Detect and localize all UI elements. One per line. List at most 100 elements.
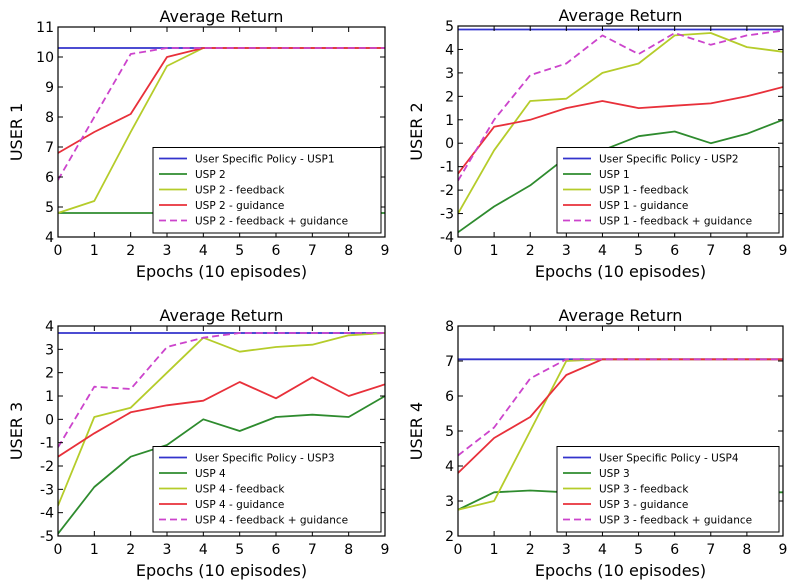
x-tick-label: 5 <box>235 542 244 558</box>
series-line-3 <box>458 32 783 215</box>
x-tick-label: 9 <box>779 243 788 259</box>
legend-entry-4: USP 3 - guidance <box>599 499 688 511</box>
x-tick-label: 0 <box>454 243 463 259</box>
y-tick-label: 3 <box>45 342 54 358</box>
series-line-5 <box>458 29 783 182</box>
legend-entry-1: User Specific Policy - USP2 <box>599 154 739 166</box>
x-tick-label: 8 <box>742 542 751 558</box>
x-axis-label: Epochs (10 episodes) <box>535 561 706 580</box>
x-tick-label: 2 <box>126 542 135 558</box>
legend-entry-3: USP 1 - feedback <box>599 185 689 197</box>
x-tick-label: 3 <box>163 542 172 558</box>
x-tick-label: 4 <box>199 243 208 259</box>
x-axis-label: Epochs (10 episodes) <box>136 561 307 580</box>
series-line-4 <box>458 86 783 175</box>
y-tick-label: 5 <box>445 424 454 440</box>
series-line-5 <box>58 332 385 448</box>
series-line-5 <box>458 358 783 457</box>
y-tick-label: 8 <box>445 319 454 335</box>
y-tick-label: -3 <box>40 482 54 498</box>
x-axis-label: Epochs (10 episodes) <box>535 262 706 281</box>
y-tick-label: 3 <box>445 494 454 510</box>
x-tick-label: 9 <box>381 243 390 259</box>
y-tick-label: 6 <box>445 389 454 405</box>
legend-entry-4: USP 2 - guidance <box>195 200 284 212</box>
chart-panel-4: 0 1 2 3 4 5 6 7 8 9 2 3 4 5 6 7 8 Average Return Epochs (1… <box>407 306 787 580</box>
chart-title: Average Return <box>559 6 683 25</box>
chart-panel-1: 0 1 2 3 4 5 6 7 8 9 4 5 6 7 8 9 10 11 Average Return Epochs… <box>7 7 389 281</box>
y-tick-label: 8 <box>45 110 54 126</box>
y-tick-label: -2 <box>440 183 454 199</box>
x-tick-label: 3 <box>562 542 571 558</box>
y-tick-label: 2 <box>45 366 54 382</box>
x-tick-label: 7 <box>308 243 317 259</box>
legend-entry-1: User Specific Policy - USP1 <box>195 154 335 166</box>
x-tick-label: 7 <box>706 243 715 259</box>
x-tick-label: 5 <box>634 542 643 558</box>
legend-entry-3: USP 2 - feedback <box>195 185 285 197</box>
x-tick-label: 6 <box>272 243 281 259</box>
x-tick-label: 8 <box>344 542 353 558</box>
legend-entry-1: User Specific Policy - USP3 <box>195 453 335 465</box>
y-axis-label: USER 4 <box>407 402 426 460</box>
legend-entry-3: USP 3 - feedback <box>599 484 689 496</box>
legend: User Specific Policy - USP3 USP 4 USP 4 - … <box>152 446 382 533</box>
series-line-5 <box>58 47 385 181</box>
axes-frame <box>57 325 386 537</box>
x-tick-label: 1 <box>490 542 499 558</box>
y-tick-label: 5 <box>45 200 54 216</box>
x-tick-label: 9 <box>779 542 788 558</box>
legend: User Specific Policy - USP2 USP 1 USP 1 - … <box>556 147 780 234</box>
y-tick-label: 11 <box>36 20 54 36</box>
y-tick-label: 10 <box>36 50 54 66</box>
y-tick-label: 1 <box>445 113 454 129</box>
y-axis-label: USER 1 <box>7 103 26 161</box>
y-tick-label: 9 <box>45 80 54 96</box>
legend-entry-5: USP 3 - feedback + guidance <box>599 515 752 527</box>
y-tick-label: 4 <box>445 42 454 58</box>
chart-title: Average Return <box>559 306 683 325</box>
y-tick-label: 3 <box>445 66 454 82</box>
x-tick-label: 7 <box>308 542 317 558</box>
x-tick-label: 8 <box>742 243 751 259</box>
x-tick-label: 1 <box>90 542 99 558</box>
x-tick-label: 4 <box>598 243 607 259</box>
chart-title: Average Return <box>160 306 284 325</box>
x-tick-label: 9 <box>381 542 390 558</box>
x-tick-label: 1 <box>90 243 99 259</box>
legend-entry-1: User Specific Policy - USP4 <box>599 453 739 465</box>
x-tick-label: 3 <box>562 243 571 259</box>
y-tick-label: 7 <box>45 140 54 156</box>
series-line-3 <box>58 332 385 507</box>
x-tick-label: 6 <box>272 542 281 558</box>
x-tick-label: 6 <box>670 542 679 558</box>
x-tick-label: 2 <box>126 243 135 259</box>
x-tick-label: 2 <box>526 243 535 259</box>
legend-entry-2: USP 1 <box>599 169 630 181</box>
x-tick-label: 8 <box>344 243 353 259</box>
x-tick-label: 3 <box>163 243 172 259</box>
y-tick-label: 4 <box>45 319 54 335</box>
x-tick-label: 5 <box>634 243 643 259</box>
y-tick-label: -1 <box>40 436 54 452</box>
chart-panel-3: 0 1 2 3 4 5 6 7 8 9 -5 -4 -3 -2 -1 0 1 2 3 4 Average Return E… <box>7 306 389 580</box>
legend-box <box>152 446 382 533</box>
series-lines <box>458 28 783 234</box>
legend-entry-4: USP 4 - guidance <box>195 499 284 511</box>
y-tick-label: 0 <box>45 412 54 428</box>
y-tick-label: -5 <box>40 529 54 545</box>
y-tick-label: 5 <box>445 19 454 35</box>
legend-entry-4: USP 1 - guidance <box>599 200 688 212</box>
legend: User Specific Policy - USP4 USP 3 USP 3 - … <box>556 446 780 533</box>
y-tick-label: 1 <box>45 389 54 405</box>
x-tick-label: 0 <box>54 542 63 558</box>
x-axis-label: Epochs (10 episodes) <box>136 262 307 281</box>
axes-frame <box>457 25 784 238</box>
legend-entry-3: USP 4 - feedback <box>195 484 285 496</box>
legend: User Specific Policy - USP1 USP 2 USP 2 - … <box>152 147 382 234</box>
y-tick-label: 2 <box>445 89 454 105</box>
y-tick-label: 2 <box>445 529 454 545</box>
legend-entry-5: USP 2 - feedback + guidance <box>195 216 348 228</box>
x-tick-label: 4 <box>598 542 607 558</box>
